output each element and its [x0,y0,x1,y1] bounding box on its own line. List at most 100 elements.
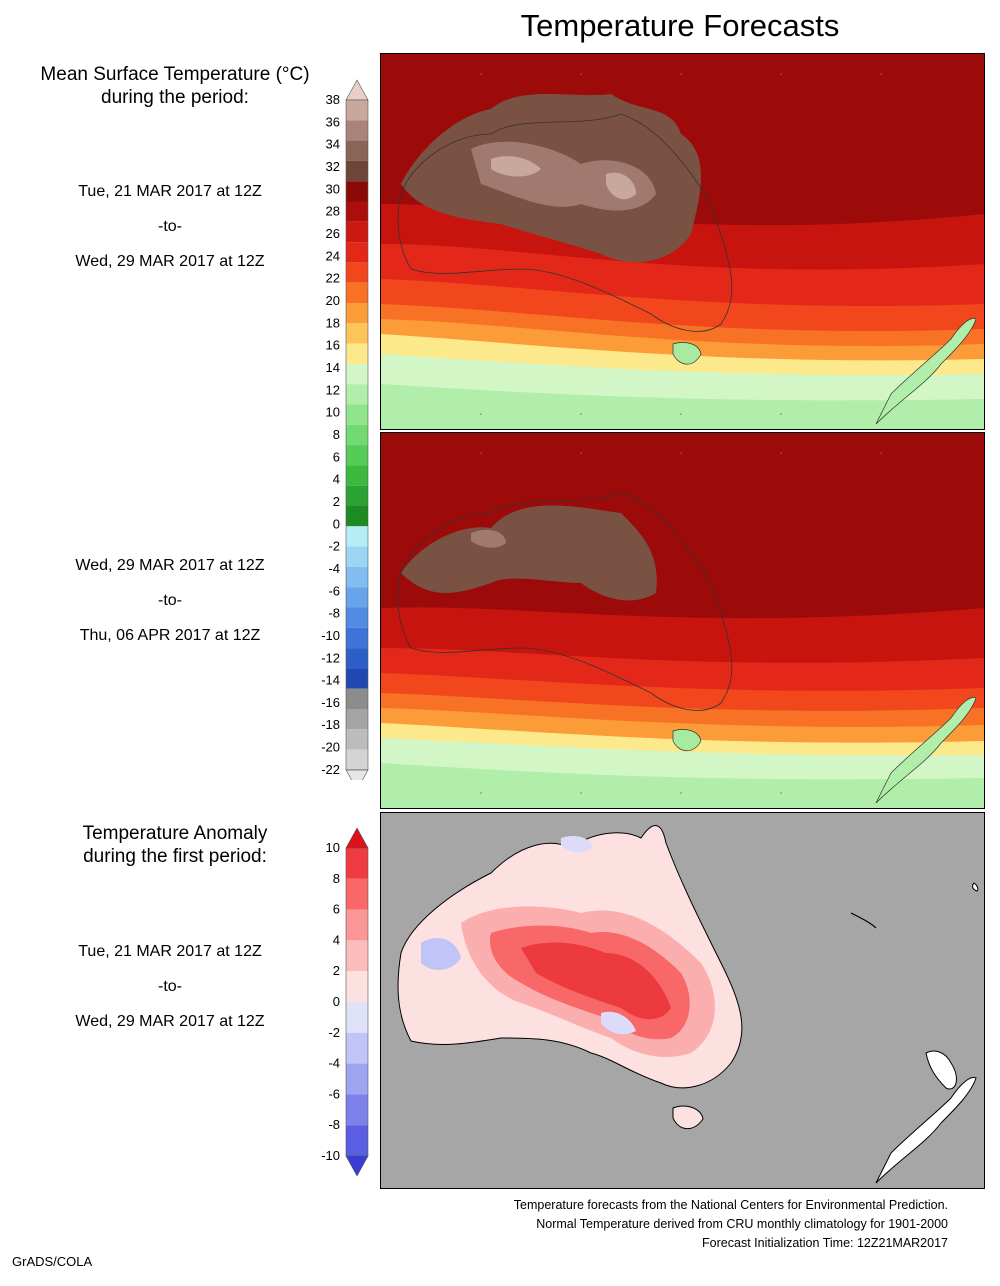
mean-temp-colorbar-tick-label: -10 [321,628,340,643]
anomaly-period-start: Tue, 21 MAR 2017 at 12Z [78,943,262,960]
anomaly-heading: Temperature Anomaly during the first per… [10,822,340,868]
anomaly-colorbar-swatch [346,971,368,1002]
mean-temp-colorbar-tick-label: 36 [326,114,340,129]
mean-temp-colorbar-swatch [346,465,368,486]
mean-temp-colorbar-svg: 38363432302826242220181614121086420-2-4-… [321,79,369,780]
mean-temp-colorbar-swatch [346,485,368,506]
anomaly-colorbar-outline [345,847,369,1157]
mean-temp-colorbar-swatch [346,120,368,141]
period2-start: Wed, 29 MAR 2017 at 12Z [75,557,265,574]
mean-temp-colorbar-swatch [346,160,368,182]
mean-temp-colorbar-swatch [346,729,368,750]
anomaly-colorbar-swatch [346,1125,368,1156]
mean-temp-colorbar-tick-label: 22 [326,271,340,286]
mean-temp-heading-line2: during the period: [101,87,249,108]
mean-temp-colorbar-swatch [346,566,368,588]
mean-temp-colorbar-swatch [346,526,368,547]
mean-temp-colorbar-tick-label: 34 [326,137,340,152]
mean-temp-colorbar-swatch [346,749,368,770]
mean-temp-colorbar-swatch [346,323,368,344]
mean-temp-colorbar-tick-label: 0 [333,516,340,531]
mean-temp-colorbar-top-arrow [345,79,369,101]
footer-line3: Forecast Initialization Time: 12Z21MAR20… [702,1236,948,1250]
mean-temp-colorbar-swatch [346,181,368,202]
mean-temp-colorbar-swatch [346,363,368,385]
mean-temp-map-period2-svg [381,433,984,808]
anomaly-map-svg [381,813,984,1188]
mean-temp-colorbar-tick-label: 18 [326,315,340,330]
mean-temp-colorbar-tick-label: -8 [328,606,340,621]
mean-temp-colorbar-swatch [346,424,368,446]
mean-temp-colorbar-tick-label: 26 [326,226,340,241]
mean-temp-colorbar-swatch [346,303,368,324]
mean-temp-colorbar-tick-label: -20 [321,740,340,755]
mean-temp-colorbar-swatch [346,506,368,527]
mean-temp-colorbar-tick-label: 16 [326,338,340,353]
mean-temp-colorbar-swatch [346,688,368,709]
mean-temp-colorbar-swatch [346,648,368,669]
period1-start: Tue, 21 MAR 2017 at 12Z [78,183,262,200]
mean-temp-colorbar-tick-label: 30 [326,181,340,196]
mean-temp-colorbar-swatch [346,282,368,303]
mean-temp-heading-line1: Mean Surface Temperature (°C) [40,64,310,85]
anomaly-colorbar-tick-label: 2 [333,963,340,978]
mean-temp-colorbar-tick-label: 38 [326,92,340,107]
page-title: Temperature Forecasts [520,8,840,43]
mean-temp-colorbar: 38 36 34 32 30 28 26 24 22 20 18 16 14 12 10 8 6 4 2 0 -2 -4-… [310,78,372,780]
period1-sep: -to- [158,218,182,235]
mean-temp-colorbar-swatch [346,627,368,649]
mean-temp-colorbar-bottom-arrow [345,769,369,780]
mean-temp-colorbar-swatch [346,242,368,263]
anomaly-colorbar-top-arrow [345,827,369,849]
mean-temp-colorbar-swatch [346,709,368,730]
anomaly-heading-line2: during the first period: [83,846,267,867]
mean-temp-colorbar-tick-label: -18 [321,717,340,732]
anomaly-colorbar-tick-label: -8 [328,1117,340,1132]
mean-temp-colorbar-swatch [346,668,368,689]
mean-temp-colorbar-swatch [346,221,368,243]
mean-temp-colorbar-swatch [346,140,368,161]
mean-temp-colorbar-tick-label: -2 [328,539,340,554]
mean-temp-colorbar-tick-label: -14 [321,673,340,688]
mean-temp-colorbar-tick-label: 28 [326,204,340,219]
mean-temp-colorbar-swatch [346,445,368,466]
mean-temp-map-period1 [380,53,985,430]
mean-temp-colorbar-tick-label: -4 [328,561,340,576]
mean-temp-colorbar-tick-label: -12 [321,650,340,665]
mean-temp-colorbar-tick-label: -16 [321,695,340,710]
mean-temp-colorbar-tick-label: 10 [326,405,340,420]
mean-temp-map-period2 [380,432,985,809]
anomaly-colorbar-swatch [346,1002,368,1033]
mean-temp-colorbar-tick-label: 8 [333,427,340,442]
period1-end: Wed, 29 MAR 2017 at 12Z [75,253,265,270]
anomaly-colorbar: 10 8 6 4 2 0 -2 -4 -6 -8 -10 [310,826,372,1178]
anomaly-colorbar-tick-label: 4 [333,932,340,947]
anomaly-colorbar-tick-label: 6 [333,902,340,917]
mean-temp-map-period1-svg [381,54,984,429]
anomaly-colorbar-tick-label: 10 [326,840,340,855]
mean-temp-heading: Mean Surface Temperature (°C) during the… [10,63,340,109]
mean-temp-colorbar-tick-label: 2 [333,494,340,509]
anomaly-colorbar-swatch [346,848,368,879]
mean-temp-colorbar-tick-label: 4 [333,472,340,487]
period2-end: Thu, 06 APR 2017 at 12Z [79,627,261,644]
anomaly-colorbar-svg: 10 8 6 4 2 0 -2 -4 -6 -8 -10 [321,827,369,1177]
anomaly-colorbar-swatch [346,940,368,972]
footer-line1: Temperature forecasts from the National … [513,1198,948,1212]
mean-temp-colorbar-tick-label: 32 [326,159,340,174]
footer-line2: Normal Temperature derived from CRU mont… [536,1217,948,1231]
mean-temp-colorbar-swatch [346,607,368,628]
credit: GrADS/COLA [12,1254,93,1269]
anomaly-colorbar-tick-label: -6 [328,1086,340,1101]
mean-temp-colorbar-swatch [346,100,368,121]
period2-sep: -to- [158,592,182,609]
mean-temp-colorbar-tick-label: 6 [333,449,340,464]
anomaly-colorbar-swatch [346,1094,368,1126]
mean-temp-colorbar-swatch [346,384,368,405]
anomaly-colorbar-swatch [346,909,368,941]
anomaly-colorbar-tick-label: -4 [328,1056,340,1071]
mean-temp-colorbar-tick-label: 12 [326,382,340,397]
anomaly-colorbar-bottom-arrow [345,1155,369,1177]
mean-temp-colorbar-swatch [346,546,368,567]
anomaly-heading-line1: Temperature Anomaly [82,823,268,844]
